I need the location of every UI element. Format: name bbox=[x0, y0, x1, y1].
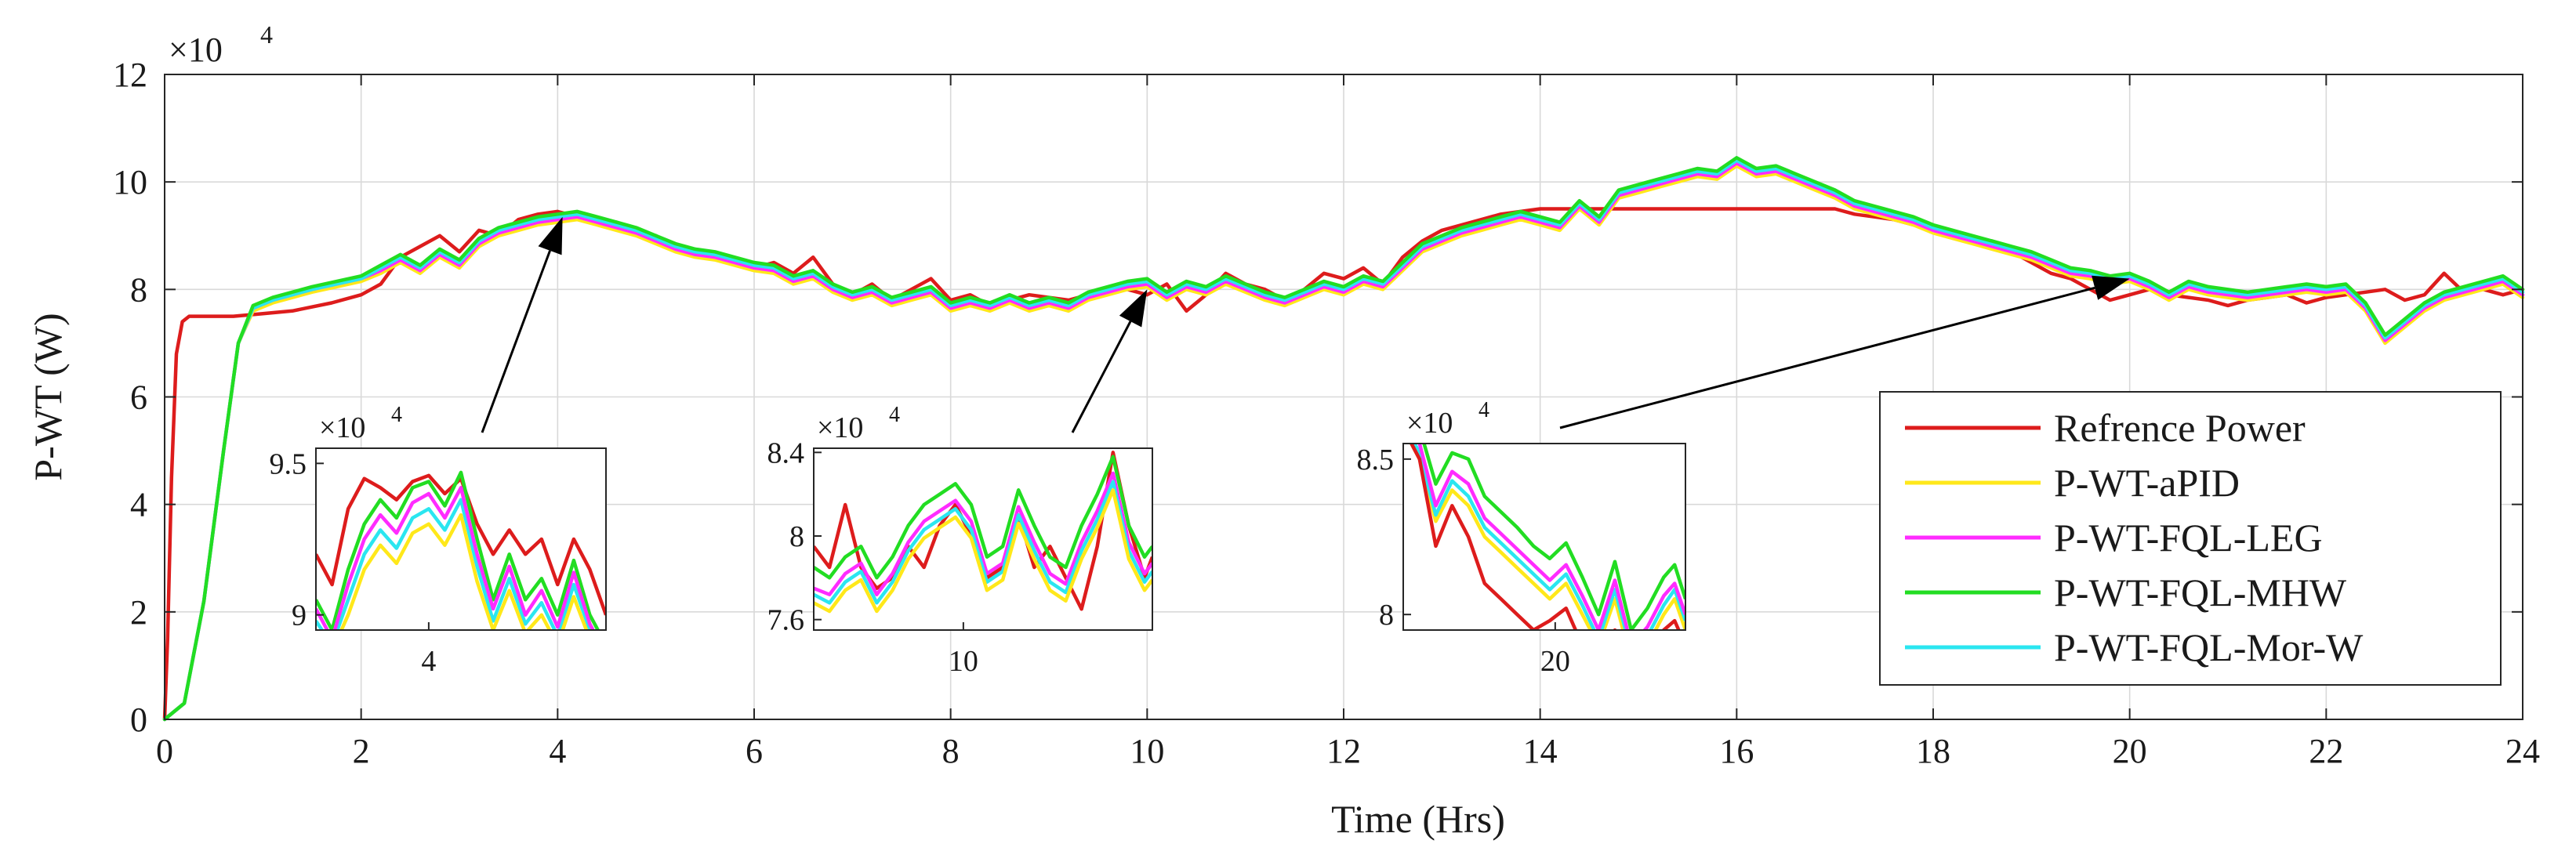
x-tick-label: 18 bbox=[1916, 732, 1950, 770]
inset-series-line bbox=[1409, 444, 1685, 630]
inset-series-line bbox=[316, 498, 592, 630]
ticks bbox=[164, 74, 2523, 720]
inset-exponent-label: ×10 bbox=[1406, 407, 1453, 440]
y-tick-labels: 0 2 4 6 8 10 12 bbox=[113, 56, 147, 739]
series-line-2 bbox=[162, 161, 2525, 722]
inset-x-tick-label: 10 bbox=[949, 645, 978, 678]
inset-frame bbox=[813, 447, 1153, 631]
inset-x-tick-label: 20 bbox=[1540, 645, 1570, 678]
inset-frame bbox=[1402, 443, 1686, 631]
series-line-3 bbox=[162, 156, 2525, 722]
inset-series-line bbox=[316, 512, 589, 630]
legend-label: P-WT-FQL-Mor-W bbox=[2054, 625, 2364, 669]
inset-series-line bbox=[1417, 444, 1685, 630]
y-tick-label: 12 bbox=[113, 56, 147, 94]
y-exponent-label: ×10 bbox=[169, 31, 223, 69]
inset-background bbox=[1403, 444, 1685, 630]
x-axis-label: Time (Hrs) bbox=[1331, 797, 1505, 841]
x-tick-label: 8 bbox=[942, 732, 960, 770]
inset-exponent-label: ×10 bbox=[319, 411, 365, 444]
inset-y-tick-label: 7.6 bbox=[767, 604, 805, 637]
x-tick-label: 0 bbox=[156, 732, 173, 770]
series-layer bbox=[162, 156, 2525, 722]
inset-series-line bbox=[814, 488, 1152, 614]
inset-y-tick-label: 9.5 bbox=[270, 447, 307, 480]
y-tick-label: 0 bbox=[130, 701, 147, 739]
legend-label: Refrence Power bbox=[2054, 406, 2306, 450]
legend: Refrence Power P-WT-aPID P-WT-FQL-LEG P-WT-… bbox=[1879, 391, 2502, 686]
inset-series-line bbox=[316, 470, 600, 630]
inset-exponent-label: ×10 bbox=[817, 411, 863, 444]
x-tick-label: 12 bbox=[1326, 732, 1361, 770]
inset-x-tick-label: 4 bbox=[421, 645, 436, 678]
inset-series-line bbox=[814, 480, 1152, 605]
inset-exponent-power: 4 bbox=[391, 403, 402, 427]
inset-series-line bbox=[1409, 444, 1681, 630]
y-exponent-power: 4 bbox=[260, 20, 273, 49]
zoom-arrow bbox=[1559, 286, 2095, 429]
x-tick-label: 22 bbox=[2309, 732, 2343, 770]
zoom-arrow-head bbox=[1119, 289, 1148, 328]
inset-lines bbox=[814, 451, 1152, 614]
x-tick-label: 10 bbox=[1130, 732, 1164, 770]
series-line-1 bbox=[162, 164, 2525, 722]
x-tick-label: 16 bbox=[1719, 732, 1754, 770]
insets: 9.5 9 4 ×10 4 8.4 8 7.6 10 ×10 4 8.5 8 20 ×10 4 bbox=[270, 398, 1686, 678]
x-tick-label: 14 bbox=[1523, 732, 1558, 770]
x-tick-label: 6 bbox=[746, 732, 763, 770]
inset-2: 8.4 8 7.6 10 ×10 4 bbox=[767, 403, 1153, 678]
y-tick-label: 8 bbox=[130, 270, 147, 309]
legend-label: P-WT-FQL-LEG bbox=[2054, 516, 2323, 560]
x-tick-labels: 0 2 4 6 8 10 12 14 16 18 20 22 24 bbox=[156, 732, 2540, 770]
inset-frame bbox=[315, 447, 607, 631]
inset-series-line bbox=[316, 486, 596, 630]
inset-exponent-power: 4 bbox=[1478, 398, 1489, 422]
legend-box bbox=[1879, 391, 2502, 686]
y-tick-label: 10 bbox=[113, 163, 147, 201]
inset-y-tick-label: 9 bbox=[292, 599, 307, 632]
zoom-arrow-head bbox=[2092, 275, 2130, 300]
inset-y-tick-label: 8 bbox=[1379, 599, 1394, 632]
legend-label: P-WT-FQL-MHW bbox=[2054, 570, 2347, 614]
y-tick-label: 2 bbox=[130, 593, 147, 632]
y-tick-label: 4 bbox=[130, 486, 147, 524]
x-tick-label: 2 bbox=[353, 732, 370, 770]
x-tick-label: 4 bbox=[549, 732, 566, 770]
x-tick-label: 20 bbox=[2113, 732, 2147, 770]
series-line-4 bbox=[162, 158, 2525, 722]
inset-1: 9.5 9 4 ×10 4 bbox=[270, 403, 607, 678]
inset-y-tick-label: 8 bbox=[789, 520, 804, 553]
inset-series-line bbox=[1422, 444, 1685, 630]
inset-series-line bbox=[814, 455, 1152, 580]
inset-y-tick-label: 8.4 bbox=[767, 436, 805, 469]
inset-3: 8.5 8 20 ×10 4 bbox=[1357, 398, 1686, 678]
x-tick-label: 24 bbox=[2505, 732, 2540, 770]
inset-series-line bbox=[814, 471, 1152, 596]
y-tick-label: 6 bbox=[130, 378, 147, 417]
inset-exponent-power: 4 bbox=[889, 403, 900, 427]
inset-lines bbox=[316, 470, 606, 630]
inset-series-line bbox=[1413, 444, 1685, 630]
inset-y-tick-label: 8.5 bbox=[1357, 444, 1395, 476]
zoom-arrow bbox=[481, 250, 551, 433]
zoom-arrow-head bbox=[538, 216, 563, 255]
legend-label: P-WT-aPID bbox=[2054, 461, 2240, 505]
inset-lines bbox=[1409, 444, 1685, 630]
zoom-arrow bbox=[1071, 321, 1132, 433]
zoom-arrows bbox=[481, 216, 2130, 433]
y-axis-label: P-WT (W) bbox=[26, 313, 70, 480]
